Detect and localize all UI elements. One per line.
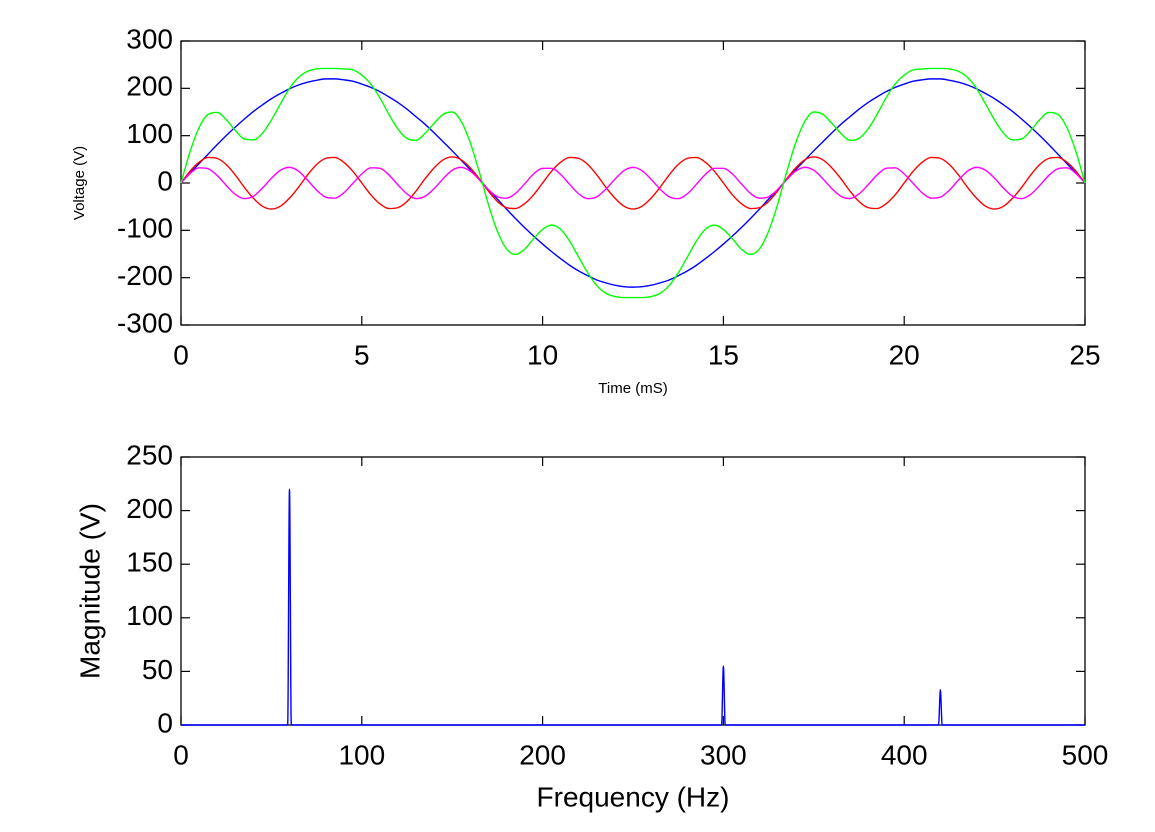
- x-tick-label: 25: [1069, 339, 1100, 370]
- data-line: [180, 166, 1086, 200]
- x-tick-label: 20: [889, 339, 920, 370]
- y-tick-label: 250: [126, 439, 173, 470]
- y-tick-label: 100: [126, 600, 173, 631]
- x-tick-label: 0: [173, 739, 189, 770]
- x-tick-label: 15: [708, 339, 739, 370]
- y-tick-label: 300: [126, 23, 173, 54]
- y-axis-label: Voltage (V): [71, 146, 88, 220]
- x-axis-label: Frequency (Hz): [537, 781, 730, 812]
- x-tick-label: 100: [338, 739, 385, 770]
- data-line: [180, 78, 1086, 288]
- y-tick-label: -300: [117, 307, 173, 338]
- y-tick-label: 200: [126, 71, 173, 102]
- x-tick-label: 5: [354, 339, 370, 370]
- y-tick-label: 150: [126, 547, 173, 578]
- x-axis-label: Time (mS): [598, 380, 667, 397]
- data-line: [180, 156, 1086, 210]
- y-tick-label: 0: [157, 165, 173, 196]
- y-tick-label: 100: [126, 118, 173, 149]
- x-tick-label: 500: [1062, 739, 1109, 770]
- x-tick-label: 200: [519, 739, 566, 770]
- x-tick-label: 300: [700, 739, 747, 770]
- data-line: [180, 67, 1086, 299]
- x-tick-label: 400: [881, 739, 928, 770]
- x-tick-label: 0: [173, 339, 189, 370]
- y-tick-label: 0: [157, 707, 173, 738]
- y-tick-label: -200: [117, 260, 173, 291]
- x-tick-label: 10: [527, 339, 558, 370]
- data-line: [180, 488, 1085, 726]
- y-tick-label: 50: [142, 654, 173, 685]
- y-axis-label: Magnitude (V): [74, 503, 105, 679]
- y-tick-label: -100: [117, 213, 173, 244]
- y-tick-label: 200: [126, 493, 173, 524]
